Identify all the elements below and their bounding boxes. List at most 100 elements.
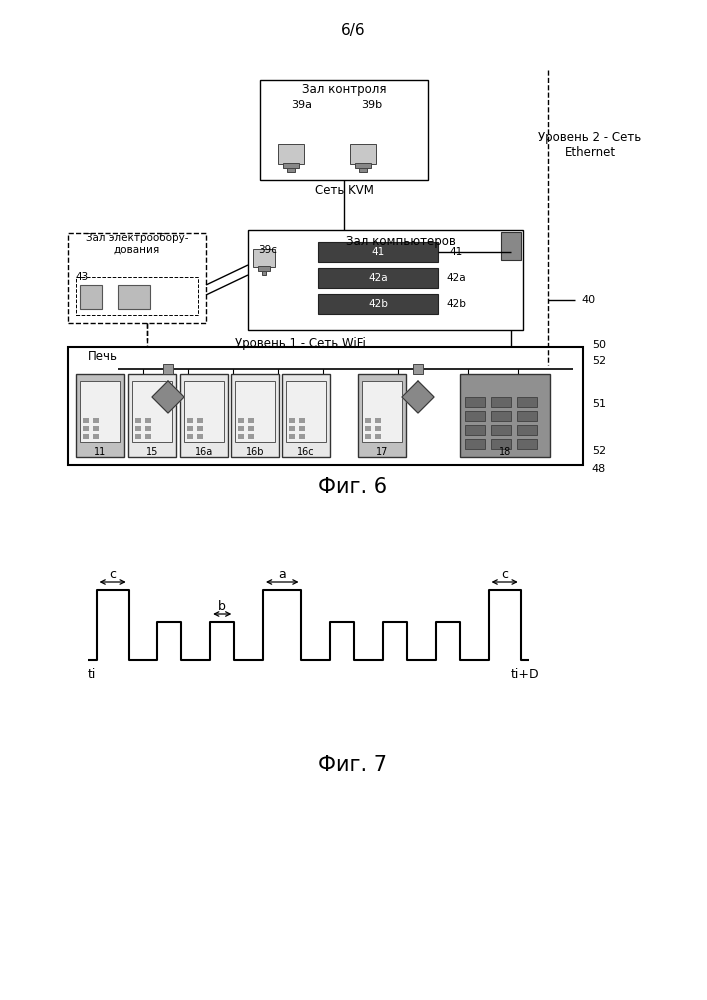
Bar: [145, 434, 151, 439]
Bar: [365, 418, 371, 423]
Text: Фиг. 6: Фиг. 6: [318, 477, 387, 497]
Bar: [258, 266, 270, 271]
Polygon shape: [152, 381, 184, 413]
Text: 39c: 39c: [259, 245, 278, 255]
Text: c: c: [109, 568, 116, 580]
Bar: [80, 285, 102, 309]
Text: Сеть KVM: Сеть KVM: [315, 184, 373, 196]
Bar: [465, 425, 485, 435]
Bar: [180, 374, 228, 457]
Bar: [278, 144, 304, 164]
Bar: [262, 271, 266, 275]
Text: Зал компьютеров: Зал компьютеров: [346, 234, 455, 247]
Bar: [187, 418, 193, 423]
Text: 42b: 42b: [446, 299, 466, 309]
Bar: [68, 347, 583, 465]
Text: 39b: 39b: [361, 100, 382, 110]
Bar: [145, 418, 151, 423]
Text: Уровень 2 - Сеть
Ethernet: Уровень 2 - Сеть Ethernet: [538, 131, 642, 159]
Bar: [362, 381, 402, 442]
Bar: [365, 426, 371, 431]
Bar: [491, 439, 511, 449]
Bar: [465, 411, 485, 421]
Bar: [93, 418, 99, 423]
Bar: [184, 381, 224, 442]
Bar: [517, 425, 537, 435]
Bar: [76, 277, 198, 315]
Text: ti+D: ti+D: [510, 668, 539, 682]
Text: Уровень 1 - Сеть WiFi: Уровень 1 - Сеть WiFi: [235, 336, 366, 350]
Bar: [238, 434, 244, 439]
Bar: [135, 434, 141, 439]
Bar: [248, 418, 254, 423]
Bar: [375, 434, 381, 439]
Text: Зал электрообору-
дования: Зал электрообору- дования: [86, 233, 188, 255]
Bar: [128, 374, 176, 457]
Bar: [491, 411, 511, 421]
Bar: [76, 374, 124, 457]
Text: 42a: 42a: [446, 273, 466, 283]
Bar: [318, 294, 438, 314]
Text: 18: 18: [499, 447, 511, 457]
Bar: [501, 232, 521, 260]
Bar: [460, 374, 550, 457]
Text: 52: 52: [592, 446, 606, 456]
Bar: [465, 397, 485, 407]
Text: 41: 41: [450, 247, 462, 257]
Bar: [299, 434, 305, 439]
Bar: [318, 242, 438, 262]
Bar: [282, 374, 330, 457]
Bar: [187, 426, 193, 431]
Bar: [365, 434, 371, 439]
Bar: [93, 434, 99, 439]
Bar: [517, 439, 537, 449]
Text: 50: 50: [592, 340, 606, 350]
Bar: [289, 434, 295, 439]
Text: 41: 41: [371, 247, 385, 257]
Bar: [283, 163, 299, 168]
Bar: [132, 381, 172, 442]
Bar: [260, 80, 428, 180]
Text: Фиг. 7: Фиг. 7: [318, 755, 387, 775]
Text: 16a: 16a: [195, 447, 213, 457]
Bar: [238, 426, 244, 431]
Bar: [80, 381, 120, 442]
Bar: [491, 397, 511, 407]
Bar: [286, 381, 326, 442]
Text: 48: 48: [592, 464, 606, 474]
Bar: [248, 426, 254, 431]
Bar: [517, 397, 537, 407]
Bar: [413, 364, 423, 374]
Text: 6/6: 6/6: [341, 22, 366, 37]
Bar: [318, 268, 438, 288]
Bar: [197, 434, 203, 439]
Text: a: a: [279, 568, 286, 580]
Text: 16c: 16c: [297, 447, 315, 457]
Bar: [253, 249, 275, 267]
Bar: [83, 418, 89, 423]
Bar: [238, 418, 244, 423]
Bar: [517, 411, 537, 421]
Bar: [68, 233, 206, 323]
Bar: [145, 426, 151, 431]
Polygon shape: [402, 381, 434, 413]
Text: 15: 15: [146, 447, 158, 457]
Bar: [248, 434, 254, 439]
Bar: [465, 439, 485, 449]
Text: 52: 52: [592, 356, 606, 366]
Bar: [248, 230, 523, 330]
Bar: [355, 163, 371, 168]
Text: 42a: 42a: [368, 273, 388, 283]
Bar: [299, 426, 305, 431]
Text: 42b: 42b: [368, 299, 388, 309]
Text: 43: 43: [76, 272, 88, 282]
Bar: [231, 374, 279, 457]
Bar: [491, 425, 511, 435]
Bar: [287, 168, 295, 172]
Bar: [375, 426, 381, 431]
Text: ti: ti: [88, 668, 97, 682]
Text: b: b: [218, 599, 226, 612]
Bar: [350, 144, 376, 164]
Bar: [359, 168, 367, 172]
Text: c: c: [501, 568, 508, 580]
